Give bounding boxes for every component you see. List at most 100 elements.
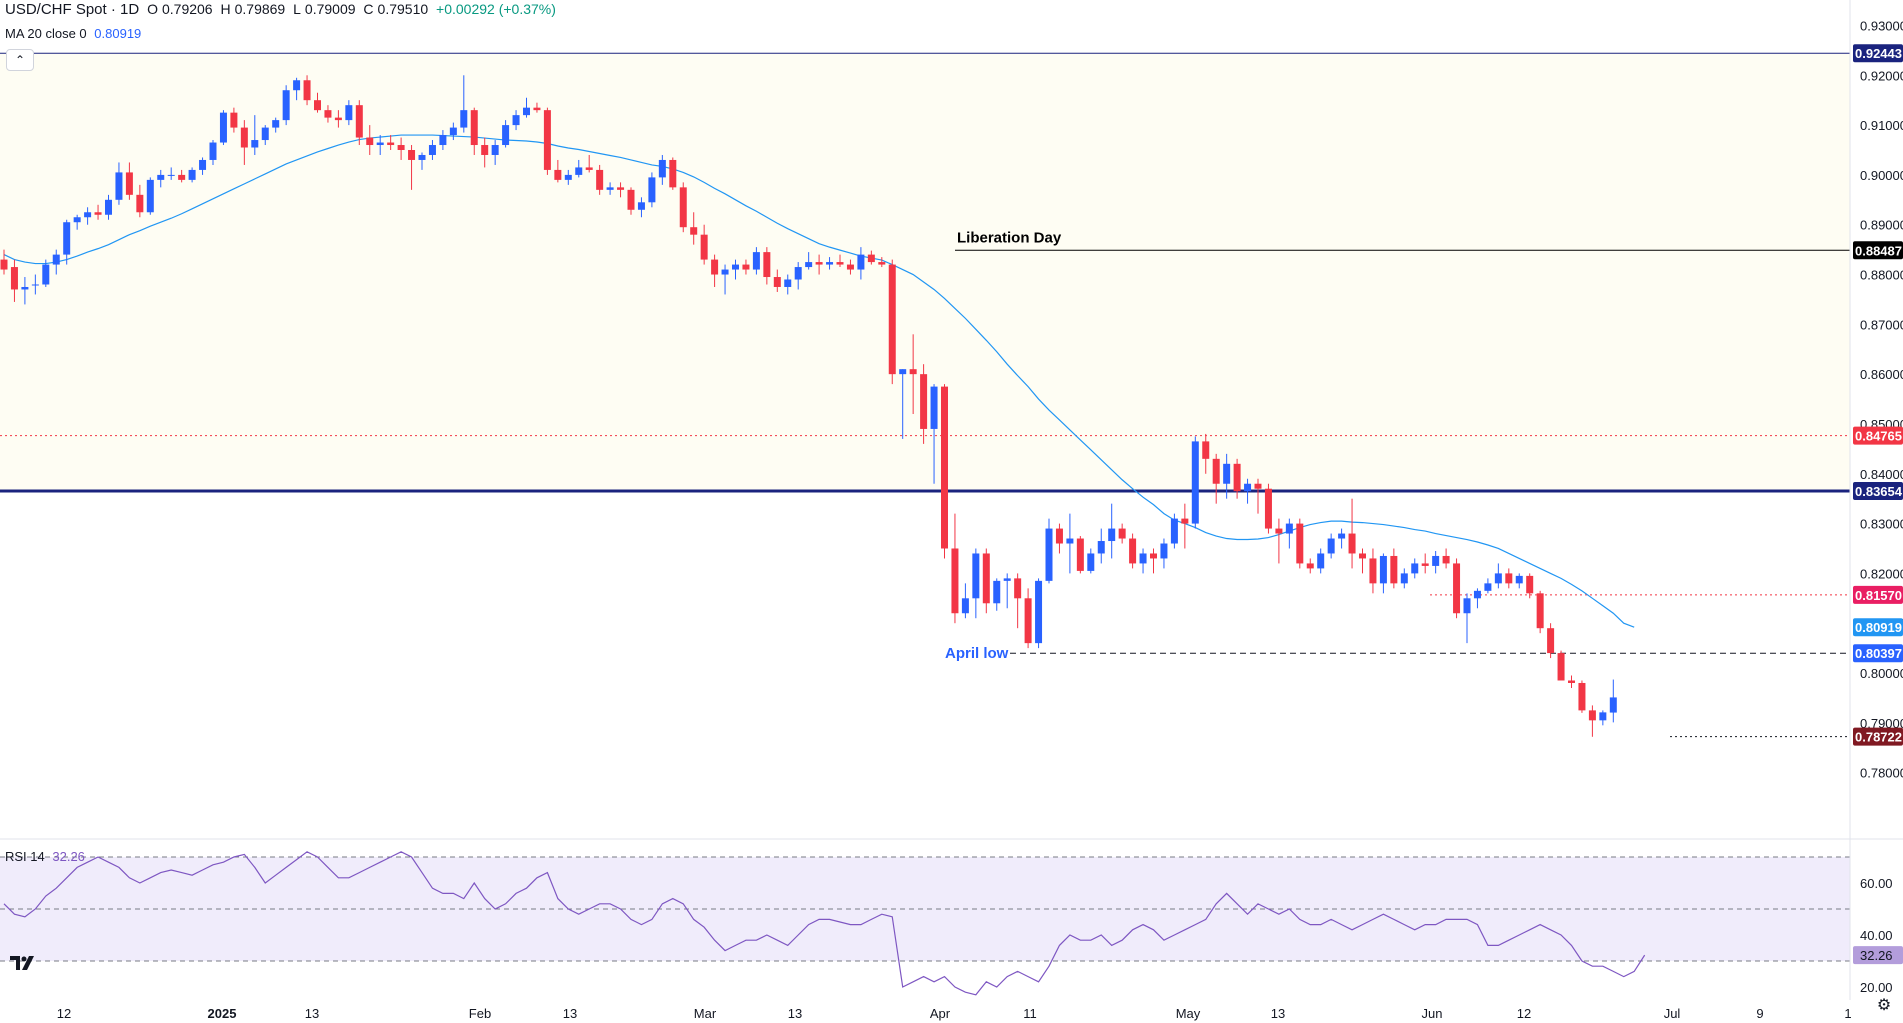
legend-rsi[interactable]: RSI 14 32.26 <box>5 849 89 864</box>
candle-body <box>1463 598 1471 614</box>
change-value: +0.00292 (+0.37%) <box>436 1 556 17</box>
candle-body <box>334 117 342 121</box>
tradingview-logo-icon[interactable] <box>8 952 42 982</box>
price-label-text: 0.80397 <box>1855 646 1902 661</box>
candle-body <box>1588 710 1596 721</box>
candle-body <box>1578 682 1586 711</box>
candle-body <box>763 252 771 278</box>
candle <box>1369 548 1377 594</box>
candle <box>115 162 123 205</box>
candle-body <box>1547 628 1555 654</box>
candle-body <box>1097 541 1105 554</box>
candle-body <box>1139 553 1147 564</box>
candle-body <box>533 107 541 111</box>
candle <box>1599 710 1607 726</box>
candle <box>1536 590 1544 634</box>
price-label: 0.88487 <box>1853 241 1903 260</box>
candle <box>1275 518 1283 564</box>
candle-body <box>303 80 311 101</box>
collapse-legend-button[interactable]: ⌃ <box>6 49 34 71</box>
candle <box>502 120 510 148</box>
candle-body <box>1317 553 1325 569</box>
price-axis-ticks[interactable]: 0.780000.790000.800000.810000.820000.830… <box>1860 18 1903 780</box>
price-label-text: 0.83654 <box>1855 484 1903 499</box>
price-tick-label: 0.93000 <box>1860 18 1903 33</box>
candle-body <box>1212 458 1220 484</box>
candle <box>303 75 311 106</box>
candle <box>658 154 666 185</box>
price-label-text: 0.81570 <box>1855 588 1902 603</box>
candle-body <box>105 199 112 215</box>
candle-body <box>293 80 301 91</box>
candle-body <box>1526 575 1534 594</box>
symbol-title[interactable]: USD/CHF Spot · 1D <box>5 1 140 18</box>
candle-body <box>1066 538 1074 544</box>
candle <box>1129 533 1137 569</box>
candle-body <box>1432 555 1440 566</box>
price-tick-label: 0.86000 <box>1860 367 1903 382</box>
candle <box>491 140 499 165</box>
candle-body <box>1045 528 1053 581</box>
candle <box>941 384 948 559</box>
candle-body <box>460 110 468 128</box>
candle-body <box>52 254 60 265</box>
candle-body <box>397 145 405 150</box>
price-tick-label: 0.89000 <box>1860 218 1903 233</box>
candle-body <box>324 110 332 118</box>
candle-body <box>366 137 374 146</box>
candle <box>188 167 196 183</box>
time-axis-ticks[interactable]: 12 2025 13 Feb 13 Mar 13 Apr 11 May 13 Jun 12 Jul 9 1 <box>57 1006 1852 1021</box>
candle-body <box>125 172 133 195</box>
candle-body <box>1327 538 1335 554</box>
candle-body <box>1557 653 1565 681</box>
rsi-tick-label: 20.00 <box>1860 980 1893 995</box>
price-label-bg <box>1853 44 1903 63</box>
candle <box>314 92 321 113</box>
price-label: 0.80919 <box>1853 618 1903 637</box>
candle-body <box>711 259 719 275</box>
gear-icon[interactable]: ⚙ <box>1876 997 1892 1014</box>
price-label-bg <box>1853 585 1903 604</box>
candle-body <box>1275 528 1283 534</box>
legend-ma[interactable]: MA 20 close 0 0.80919 <box>5 26 145 41</box>
candle <box>711 254 719 287</box>
rsi-band <box>0 857 1850 961</box>
candle-body <box>857 254 865 270</box>
time-tick-label: May <box>1176 1006 1201 1021</box>
candle-body <box>1129 538 1137 564</box>
candle-body <box>1609 697 1617 713</box>
candle <box>909 334 917 414</box>
candle-body <box>606 187 614 190</box>
time-tick-label: 1 <box>1844 1006 1851 1021</box>
candle <box>428 140 436 160</box>
candle-body <box>1505 573 1513 584</box>
price-label: 0.80397 <box>1853 644 1903 663</box>
candle <box>742 259 750 275</box>
rsi-axis-ticks: 20.00 40.00 60.00 32.26 <box>1853 876 1903 995</box>
candle-body <box>449 127 457 136</box>
candle <box>679 182 687 233</box>
candle-body <box>63 222 71 255</box>
candle <box>136 184 144 218</box>
price-label-bg <box>1853 426 1903 445</box>
candle-body <box>554 169 562 180</box>
candle-body <box>1306 563 1314 569</box>
candle-body <box>1494 573 1502 584</box>
ma-label: MA 20 close 0 <box>5 26 87 41</box>
candle <box>826 257 834 270</box>
candle-body <box>376 142 384 146</box>
candle <box>878 257 886 268</box>
candle-body <box>920 374 928 429</box>
candle <box>1547 623 1555 659</box>
candle <box>648 172 656 208</box>
candle <box>209 140 217 165</box>
candle-body <box>481 145 489 155</box>
price-label-bg <box>1853 644 1903 663</box>
candle <box>961 583 969 619</box>
candle <box>1494 563 1502 589</box>
candle-body <box>10 267 18 290</box>
candle-body <box>240 127 248 148</box>
candle-body <box>1599 712 1607 721</box>
price-tick-label: 0.92000 <box>1860 68 1903 83</box>
